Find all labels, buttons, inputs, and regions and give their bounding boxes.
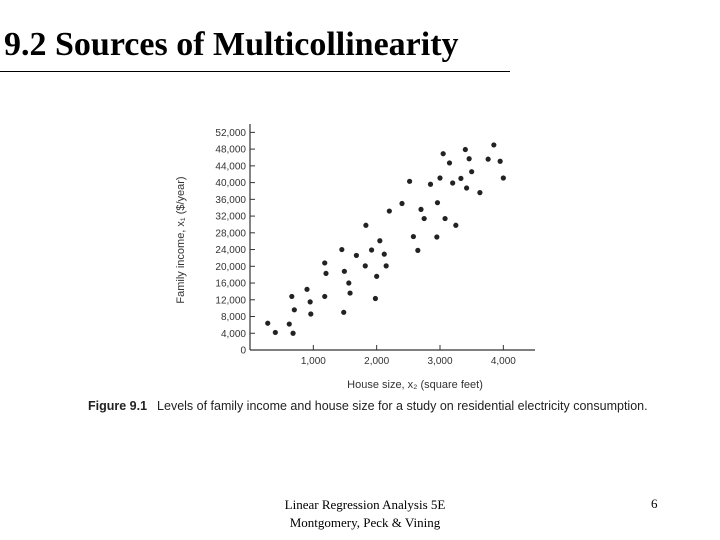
y-tick-label: 20,000 bbox=[215, 262, 246, 273]
y-tick-label: 16,000 bbox=[215, 279, 246, 290]
figure-label: Figure 9.1 bbox=[88, 399, 148, 413]
data-point bbox=[469, 169, 475, 175]
data-point bbox=[353, 252, 359, 259]
data-point bbox=[415, 247, 421, 253]
data-point bbox=[477, 190, 483, 196]
data-point bbox=[304, 286, 310, 292]
data-point bbox=[346, 280, 352, 286]
footer-book-title: Linear Regression Analysis 5E bbox=[284, 497, 446, 512]
data-point bbox=[450, 180, 456, 186]
data-point bbox=[427, 181, 434, 187]
data-point bbox=[440, 151, 446, 157]
data-point bbox=[466, 156, 472, 162]
y-tick-label: 48,000 bbox=[215, 145, 246, 156]
data-point bbox=[363, 222, 369, 228]
data-point bbox=[286, 321, 292, 327]
y-tick-label: 28,000 bbox=[215, 228, 246, 239]
data-point bbox=[437, 175, 443, 181]
y-tick-label: 12,000 bbox=[215, 295, 246, 306]
data-point bbox=[399, 200, 405, 207]
data-point bbox=[462, 146, 468, 153]
data-point bbox=[347, 290, 353, 296]
data-point bbox=[341, 268, 347, 274]
data-point bbox=[374, 273, 380, 279]
data-point bbox=[453, 222, 459, 228]
data-point bbox=[464, 185, 470, 191]
y-tick-label: 44,000 bbox=[215, 161, 246, 172]
data-point bbox=[362, 263, 368, 269]
data-point bbox=[307, 299, 313, 305]
data-point bbox=[383, 263, 389, 269]
y-tick-label: 4,000 bbox=[221, 329, 246, 340]
x-tick-label: 2,000 bbox=[364, 356, 389, 367]
data-point bbox=[290, 330, 296, 336]
data-point bbox=[372, 295, 378, 302]
x-tick-label: 3,000 bbox=[427, 356, 452, 367]
x-tick-label: 1,000 bbox=[301, 356, 326, 367]
scatter-figure: 0 4,000 8,000 12,000 16,000 20,000 24,000 28,00… bbox=[170, 112, 550, 402]
y-tick-label: 0 bbox=[240, 346, 246, 357]
data-point bbox=[369, 247, 375, 253]
data-point bbox=[323, 270, 329, 277]
footer: Linear Regression Analysis 5E Montgomery… bbox=[240, 496, 490, 532]
x-axis-label: House size, x₂ (square feet) bbox=[347, 379, 483, 391]
data-point bbox=[322, 293, 328, 300]
data-point bbox=[410, 233, 416, 240]
data-point bbox=[341, 309, 347, 315]
y-axis-ticks: 0 4,000 8,000 12,000 16,000 20,000 24,000 28,00… bbox=[215, 128, 255, 357]
data-point bbox=[339, 246, 345, 253]
data-point bbox=[272, 329, 278, 336]
chart-axes bbox=[249, 124, 535, 351]
y-tick-label: 40,000 bbox=[215, 178, 246, 189]
y-tick-label: 8,000 bbox=[221, 312, 246, 323]
data-points bbox=[265, 142, 506, 336]
data-point bbox=[386, 208, 392, 214]
figure-caption: Figure 9.1 Levels of family income and ho… bbox=[88, 399, 648, 414]
data-point bbox=[485, 156, 491, 162]
data-point bbox=[322, 260, 328, 266]
x-axis-ticks: 1,000 2,000 3,000 4,000 bbox=[301, 345, 516, 367]
data-point bbox=[442, 215, 448, 222]
y-tick-label: 24,000 bbox=[215, 245, 246, 256]
data-point bbox=[289, 293, 295, 300]
slide-title: 9.2 Sources of Multicollinearity bbox=[4, 26, 459, 63]
x-tick-label: 4,000 bbox=[491, 356, 516, 367]
data-point bbox=[291, 307, 297, 313]
y-axis-label: Family income, x₁ ($/year) bbox=[175, 176, 187, 303]
data-point bbox=[418, 206, 424, 212]
data-point bbox=[500, 175, 506, 181]
data-point bbox=[265, 320, 271, 326]
data-point bbox=[446, 160, 453, 166]
scatter-plot: 0 4,000 8,000 12,000 16,000 20,000 24,000 28,00… bbox=[175, 124, 535, 391]
data-point bbox=[434, 234, 440, 240]
footer-authors: Montgomery, Peck & Vining bbox=[289, 515, 441, 530]
data-point bbox=[308, 311, 314, 317]
y-tick-label: 32,000 bbox=[215, 212, 246, 223]
data-point bbox=[434, 200, 441, 206]
y-tick-label: 52,000 bbox=[215, 128, 246, 139]
figure-caption-text: Levels of family income and house size f… bbox=[157, 399, 648, 413]
data-point bbox=[377, 238, 383, 244]
y-tick-label: 36,000 bbox=[215, 195, 246, 206]
page-number: 6 bbox=[651, 496, 658, 511]
data-point bbox=[458, 175, 464, 182]
data-point bbox=[381, 251, 387, 257]
title-underline bbox=[0, 71, 510, 72]
data-point bbox=[497, 158, 503, 164]
data-point bbox=[407, 178, 413, 184]
data-point bbox=[421, 215, 427, 222]
data-point bbox=[491, 142, 497, 148]
